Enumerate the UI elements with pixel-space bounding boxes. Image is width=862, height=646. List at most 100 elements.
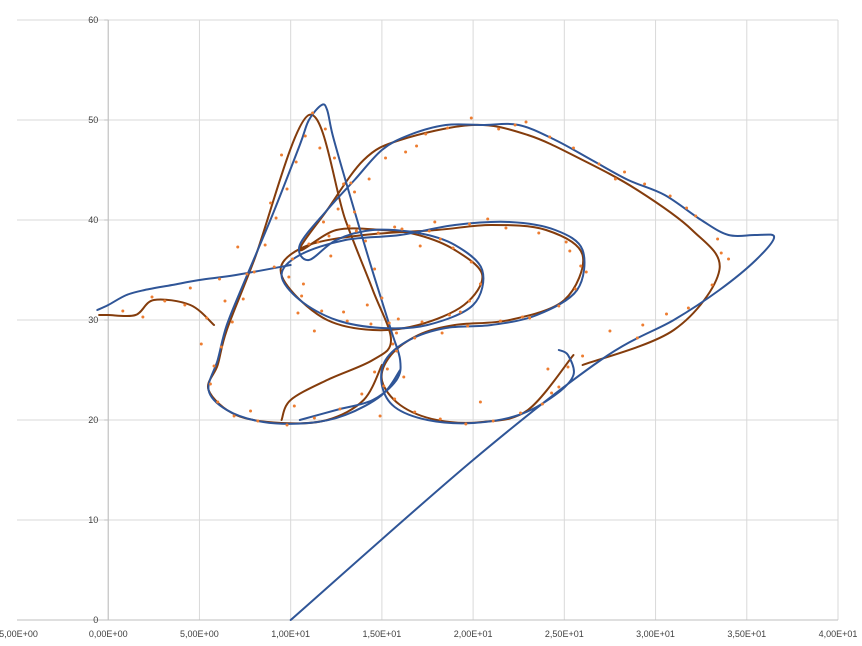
data-point: [466, 324, 470, 328]
data-point: [385, 367, 389, 371]
data-point: [208, 382, 212, 386]
data-point: [566, 365, 570, 369]
data-point: [710, 283, 714, 287]
data-point: [301, 282, 305, 286]
data-point: [312, 416, 316, 420]
data-point: [467, 222, 471, 226]
data-point: [438, 237, 442, 241]
series-line-0: [279, 123, 721, 424]
data-point: [528, 316, 532, 320]
data-point: [491, 419, 495, 423]
y-tick-label: 40: [88, 215, 98, 225]
data-point: [635, 336, 639, 340]
data-point: [520, 315, 524, 319]
data-point: [424, 132, 428, 136]
data-point: [256, 419, 260, 423]
data-point: [418, 244, 422, 248]
y-tick-label: 0: [93, 615, 98, 625]
data-point: [312, 329, 316, 333]
data-point: [685, 206, 689, 210]
data-point: [329, 254, 333, 258]
data-point: [641, 323, 645, 327]
data-point: [303, 134, 307, 138]
data-point: [363, 239, 367, 243]
data-point: [393, 397, 397, 401]
data-point: [623, 170, 627, 174]
data-point: [643, 182, 647, 186]
data-point: [469, 260, 473, 264]
data-point: [727, 257, 731, 261]
data-point: [342, 310, 346, 314]
data-point: [349, 181, 353, 185]
data-point: [230, 320, 234, 324]
data-point: [163, 299, 167, 303]
data-point: [597, 162, 601, 166]
y-tick-label: 30: [88, 315, 98, 325]
x-tick-label: -5,00E+00: [0, 629, 38, 639]
data-point: [287, 275, 291, 279]
data-point: [719, 251, 723, 255]
data-point: [380, 296, 384, 300]
data-point: [382, 384, 386, 388]
data-point: [342, 182, 346, 186]
data-point: [373, 267, 377, 271]
data-point: [365, 303, 369, 307]
data-point: [121, 309, 125, 313]
data-point: [540, 402, 544, 406]
data-point: [367, 177, 371, 181]
data-point: [199, 342, 203, 346]
x-tick-label: 3,00E+01: [636, 629, 675, 639]
data-point: [557, 385, 561, 389]
data-point: [564, 240, 568, 244]
y-tick-label: 50: [88, 115, 98, 125]
data-point: [285, 423, 289, 427]
x-tick-label: 1,00E+01: [271, 629, 310, 639]
chart-marks: [96, 103, 776, 621]
data-point: [212, 364, 216, 368]
data-point: [427, 229, 431, 233]
data-point: [373, 370, 377, 374]
data-point: [241, 297, 245, 301]
x-tick-label: 5,00E+00: [180, 629, 219, 639]
data-point: [252, 270, 256, 274]
data-point: [579, 264, 583, 268]
data-point: [347, 224, 351, 228]
data-point: [272, 265, 276, 269]
data-point: [573, 287, 577, 291]
series-line-1: [96, 264, 292, 311]
data-point: [300, 294, 304, 298]
data-point: [332, 156, 336, 160]
data-point: [353, 210, 357, 214]
data-point: [223, 299, 227, 303]
data-point: [504, 226, 508, 230]
x-tick-label: 1,50E+01: [362, 629, 401, 639]
data-point: [548, 135, 552, 139]
data-point: [292, 404, 296, 408]
axes: [17, 19, 838, 621]
data-point: [557, 304, 561, 308]
data-point: [550, 391, 554, 395]
x-tick-label: 0,00E+00: [89, 629, 128, 639]
y-tick-label: 60: [88, 15, 98, 25]
series-line-0: [98, 298, 216, 326]
data-point: [323, 127, 327, 131]
data-point: [354, 229, 358, 233]
data-point: [232, 414, 236, 418]
data-point: [360, 392, 364, 396]
x-tick-label: 3,50E+01: [727, 629, 766, 639]
data-point: [205, 316, 209, 320]
data-point: [447, 313, 451, 317]
data-point: [320, 309, 324, 313]
data-point: [376, 231, 380, 235]
data-point: [391, 342, 395, 346]
gridlines: [17, 19, 839, 620]
data-point: [353, 190, 357, 194]
data-point: [290, 257, 294, 261]
data-point: [524, 120, 528, 124]
data-point: [387, 321, 391, 325]
data-point: [537, 231, 541, 235]
data-point: [486, 217, 490, 221]
data-point: [318, 146, 322, 150]
data-point: [668, 194, 672, 198]
